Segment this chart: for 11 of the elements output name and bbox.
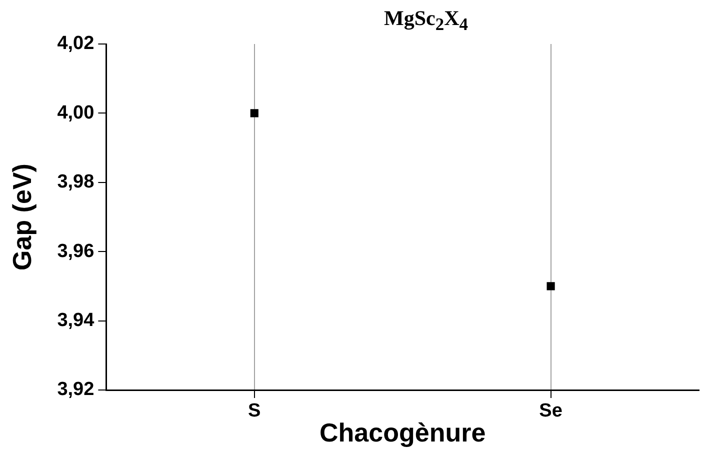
y-tick-label: 4,00 [57,102,94,124]
x-axis-title: Chacogènure [320,418,486,448]
y-tick-label: 3,96 [57,240,94,262]
x-tick-label: S [248,400,261,422]
chart-title: MgSc$_{2}$X$_{4}$ [384,6,468,34]
y-tick-label: 3,94 [57,310,95,332]
y-axis-title: Gap (eV) [6,164,37,270]
y-tick-label: 3,92 [57,379,94,400]
y-tick-label: 3,98 [57,172,94,193]
x-tick-label: Se [539,400,562,422]
y-tick-label: 4,02 [57,33,94,54]
